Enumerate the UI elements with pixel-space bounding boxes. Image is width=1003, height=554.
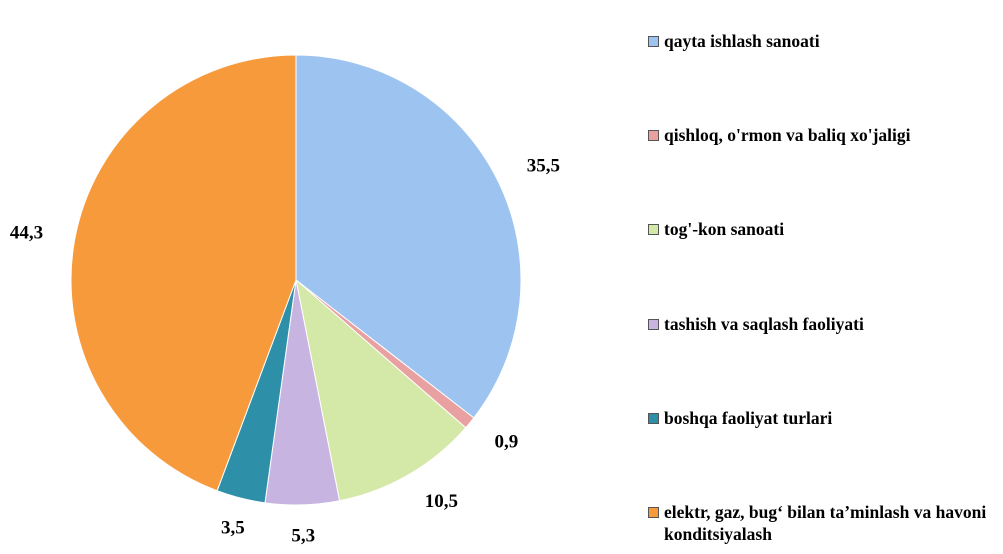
legend-label: qayta ishlash sanoati: [664, 31, 820, 51]
legend-label: tog'-kon sanoati: [664, 219, 785, 240]
data-label: 5,3: [291, 525, 315, 546]
pie-slice: [295, 278, 467, 502]
legend-label: tashish va saqlash faoliyati: [664, 313, 864, 334]
legend-swatch: [648, 130, 659, 142]
legend-swatch: [648, 224, 659, 236]
legend-swatch: [648, 318, 659, 330]
legend-item: boshqa faoliyat turlari: [648, 407, 1002, 429]
legend-swatch: [648, 506, 659, 518]
data-label: 35,5: [527, 155, 560, 176]
data-label: 3,5: [221, 517, 245, 538]
data-label: 44,3: [10, 223, 43, 244]
legend-label: qishloq, o'rmon va baliq xo'jaligi: [664, 125, 911, 146]
legend: qayta ishlash sanoati qishloq, o'rmon va …: [648, 30, 1002, 545]
legend-item: elektr, gaz, bug‘ bilan ta’minlash va ha…: [648, 501, 1002, 545]
legend-item: tog'-kon sanoati: [648, 218, 1002, 240]
data-label: 0,9: [495, 432, 519, 453]
legend-label: boshqa faoliyat turlari: [664, 407, 833, 428]
legend-swatch: [648, 36, 659, 47]
legend-item: qishloq, o'rmon va baliq xo'jaligi: [648, 124, 1002, 146]
data-label: 10,5: [425, 491, 458, 512]
legend-swatch: [648, 412, 659, 424]
pie-slice: [70, 54, 297, 492]
legend-item: qayta ishlash sanoati: [648, 30, 1002, 52]
pie-slice: [295, 54, 522, 419]
legend-item: tashish va saqlash faoliyati: [648, 313, 1002, 335]
chart: 35,5 0,9 10,5 5,3 3,5 44,3: [10, 54, 560, 546]
legend-label: elektr, gaz, bug‘ bilan ta’minlash va ha…: [664, 501, 987, 544]
